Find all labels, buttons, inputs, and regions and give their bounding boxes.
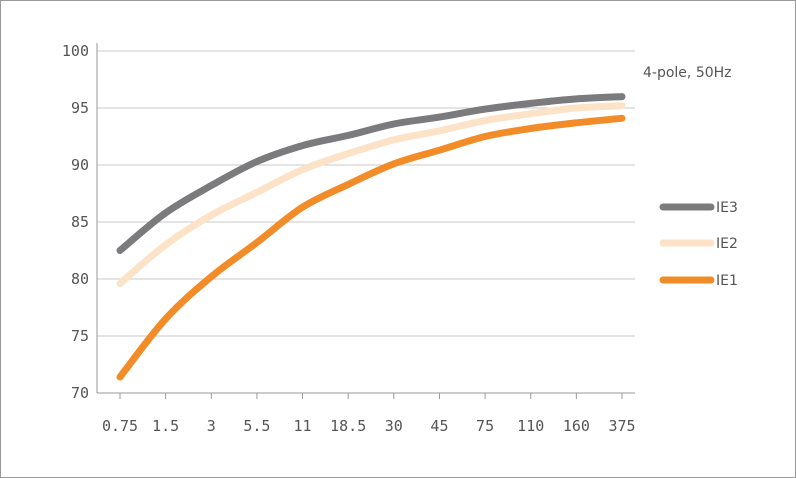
y-tick-label: 80	[71, 270, 89, 288]
series-lines	[116, 93, 626, 381]
x-tick-label: 18.5	[330, 417, 366, 435]
x-tick-label: 0.75	[102, 417, 138, 435]
series-line-ie1	[116, 114, 626, 381]
y-tick-label: 70	[71, 384, 89, 402]
grid-lines	[97, 50, 635, 337]
x-tick-label: 11	[294, 417, 312, 435]
y-tick-label: 75	[71, 327, 89, 345]
x-tick-label: 110	[517, 417, 544, 435]
chart-annotation: 4-pole, 50Hz	[643, 65, 732, 81]
y-tick-label: 85	[71, 213, 89, 231]
x-tick-label: 30	[385, 417, 403, 435]
legend-label-ie2: IE2	[716, 236, 738, 252]
legend: IE3 IE2 IE1	[659, 200, 738, 289]
x-tick-label: 375	[608, 417, 635, 435]
y-tick-label: 100	[62, 42, 89, 60]
x-tick-label: 5.5	[243, 417, 270, 435]
x-tick-label: 3	[207, 417, 216, 435]
x-tick-label: 1.5	[152, 417, 179, 435]
x-tick-label: 160	[563, 417, 590, 435]
axes	[96, 43, 635, 399]
series-line-ie3	[116, 93, 626, 254]
y-tick-labels: 70 75 80 85 90 95 100	[62, 42, 89, 402]
legend-label-ie1: IE1	[716, 273, 738, 289]
x-tick-labels: 0.75 1.5 3 5.5 11 18.5 30 45 75 110 160 375	[102, 417, 636, 435]
series-line-ie2	[116, 102, 626, 288]
x-tick-label: 45	[430, 417, 448, 435]
x-tick-label: 75	[476, 417, 494, 435]
y-tick-label: 95	[71, 99, 89, 117]
y-tick-label: 90	[71, 156, 89, 174]
legend-label-ie3: IE3	[716, 200, 738, 216]
